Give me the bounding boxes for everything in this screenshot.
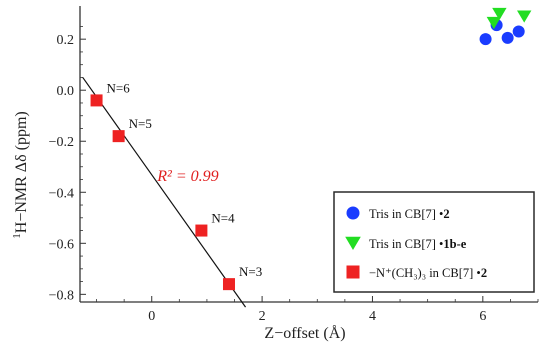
data-point-triangle-down	[486, 16, 502, 30]
legend-entry: Tris in CB[7] •1b-e	[345, 236, 467, 251]
r-squared-annotation: R² = 0.99	[156, 168, 218, 185]
x-tick-label: 2	[259, 309, 266, 324]
point-labels: N=6 N=5 N=4 N=3	[107, 80, 263, 279]
legend-label-bold: 2	[481, 266, 487, 280]
y-tick-label: −0.4	[49, 186, 74, 201]
y-tick-label: 0.0	[57, 84, 75, 99]
regression-line	[82, 77, 247, 308]
legend-label: Tris in CB[7] •2	[369, 207, 450, 221]
point-label: N=5	[129, 116, 152, 131]
y-axis-label-superscript: 1	[11, 233, 23, 239]
data-point-square	[195, 224, 208, 237]
y-axis-label-main: H−NMR Δδ (ppm)	[13, 111, 30, 233]
y-axis-label: 1H−NMR Δδ (ppm)	[11, 111, 30, 238]
legend-label-text: −N⁺(CH₃)₃ in CB[7] •	[369, 266, 481, 280]
x-axis-label: Z−offset (Å)	[264, 324, 345, 342]
legend-swatch-circle	[346, 206, 360, 220]
point-label: N=3	[239, 264, 262, 279]
legend-swatch-triangle-down	[345, 236, 361, 251]
legend-label-bold: 1b-e	[443, 237, 466, 251]
y-tick-label: 0.2	[57, 33, 75, 48]
data-point-square	[112, 130, 125, 143]
data-point-triangle-down	[492, 7, 507, 21]
legend-entry: −N⁺(CH₃)₃ in CB[7] •2	[346, 265, 487, 280]
data-marks	[90, 7, 532, 291]
data-point-circle	[512, 25, 525, 38]
legend-entry: Tris in CB[7] •2	[346, 206, 450, 221]
point-label: N=6	[107, 80, 131, 95]
legend-label: Tris in CB[7] •1b-e	[369, 237, 467, 251]
x-tick-label: 6	[479, 309, 486, 324]
ticks: 0 2 4 6 0.2 0.0 −0.2 −0.4 −0.6 −0.8	[49, 26, 539, 324]
x-tick-label: 0	[148, 309, 155, 324]
point-label: N=4	[211, 211, 235, 226]
data-point-circle	[479, 33, 492, 46]
x-tick-label: 4	[369, 309, 376, 324]
data-point-triangle-down	[517, 10, 532, 23]
legend-label-text: Tris in CB[7] •	[369, 207, 443, 221]
data-point-circle	[501, 31, 514, 44]
y-tick-label: −0.8	[49, 288, 74, 303]
legend-label: −N⁺(CH₃)₃ in CB[7] •2	[369, 266, 487, 280]
data-point-square	[90, 94, 103, 107]
legend-label-bold: 2	[443, 207, 449, 221]
legend-label-text: Tris in CB[7] •	[369, 237, 443, 251]
y-tick-label: −0.6	[49, 237, 74, 252]
y-tick-label: −0.2	[49, 135, 74, 150]
legend-box	[333, 191, 535, 293]
fit-line-group	[82, 77, 247, 308]
data-point-square	[222, 278, 235, 291]
legend-swatch-square	[346, 265, 360, 279]
